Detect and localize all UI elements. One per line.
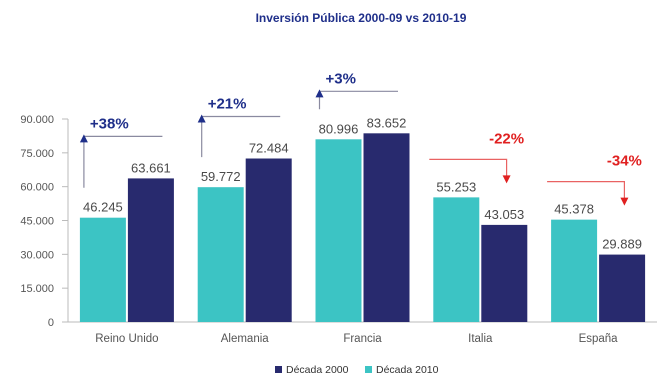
bar-decada-2000 (197, 187, 244, 322)
x-axis-labels: Reino Unido Alemania Francia Italia España (95, 333, 618, 345)
x-category-label: Francia (343, 333, 382, 345)
bars: 46.245 63.661 59.772 72.484 80.996 83.652 55.2… (79, 115, 646, 322)
arrow-up-icon (197, 114, 206, 123)
legend-swatch (275, 366, 282, 373)
y-tick-label: 45.000 (20, 216, 54, 228)
data-label-decada-2010: 29.889 (602, 237, 642, 252)
chart-title: Inversión Pública 2000-09 vs 2010-19 (256, 11, 467, 25)
data-label-decada-2010: 43.053 (484, 207, 524, 222)
change-label: +38% (90, 115, 129, 132)
arrow-down-icon (502, 175, 511, 184)
x-category-label: Italia (468, 333, 493, 345)
change-connector (318, 90, 398, 110)
bar-decada-2010 (599, 254, 646, 322)
bar-decada-2000 (551, 219, 598, 322)
y-tick-label: 75.000 (20, 148, 54, 160)
arrow-up-icon (79, 134, 88, 143)
data-label-decada-2000: 46.245 (83, 200, 123, 215)
legend: Década 2000 Década 2010 (275, 364, 439, 376)
data-label-decada-2010: 83.652 (367, 115, 407, 130)
bar-decada-2000 (79, 217, 126, 322)
y-axis: 0 15.000 30.000 45.000 60.000 75.000 90.000 (20, 114, 657, 329)
x-category-label: España (579, 333, 619, 345)
y-tick-label: 90.000 (20, 114, 54, 126)
data-label-decada-2000: 55.253 (436, 179, 476, 194)
arrow-up-icon (315, 89, 324, 98)
data-label-decada-2000: 59.772 (201, 169, 241, 184)
x-category-label: Alemania (221, 333, 270, 345)
arrow-down-icon (620, 197, 629, 206)
y-tick-label: 15.000 (20, 283, 54, 295)
x-category-label: Reino Unido (95, 333, 158, 345)
data-label-decada-2010: 63.661 (131, 160, 171, 175)
bar-decada-2010 (127, 178, 174, 322)
legend-label: Década 2010 (376, 364, 439, 376)
change-connector (429, 158, 508, 180)
change-connector (547, 181, 625, 202)
y-tick-label: 30.000 (20, 249, 54, 261)
y-tick-label: 0 (48, 317, 54, 329)
change-label: +21% (208, 96, 247, 113)
bar-decada-2010 (245, 158, 292, 322)
bar-decada-2010 (481, 224, 528, 322)
legend-swatch (365, 366, 372, 373)
data-label-decada-2000: 80.996 (319, 121, 359, 136)
bar-decada-2010 (363, 133, 410, 322)
bar-decada-2000 (433, 197, 480, 322)
data-label-decada-2000: 45.378 (554, 202, 594, 217)
change-label: -34% (607, 153, 642, 170)
bar-decada-2000 (315, 139, 362, 322)
legend-label: Década 2000 (286, 364, 349, 376)
y-tick-label: 60.000 (20, 182, 54, 194)
change-label: -22% (489, 130, 524, 147)
change-annotations: +38% +21% +3% -22% -34% (79, 70, 642, 206)
change-label: +3% (326, 70, 356, 87)
data-label-decada-2010: 72.484 (249, 141, 289, 156)
